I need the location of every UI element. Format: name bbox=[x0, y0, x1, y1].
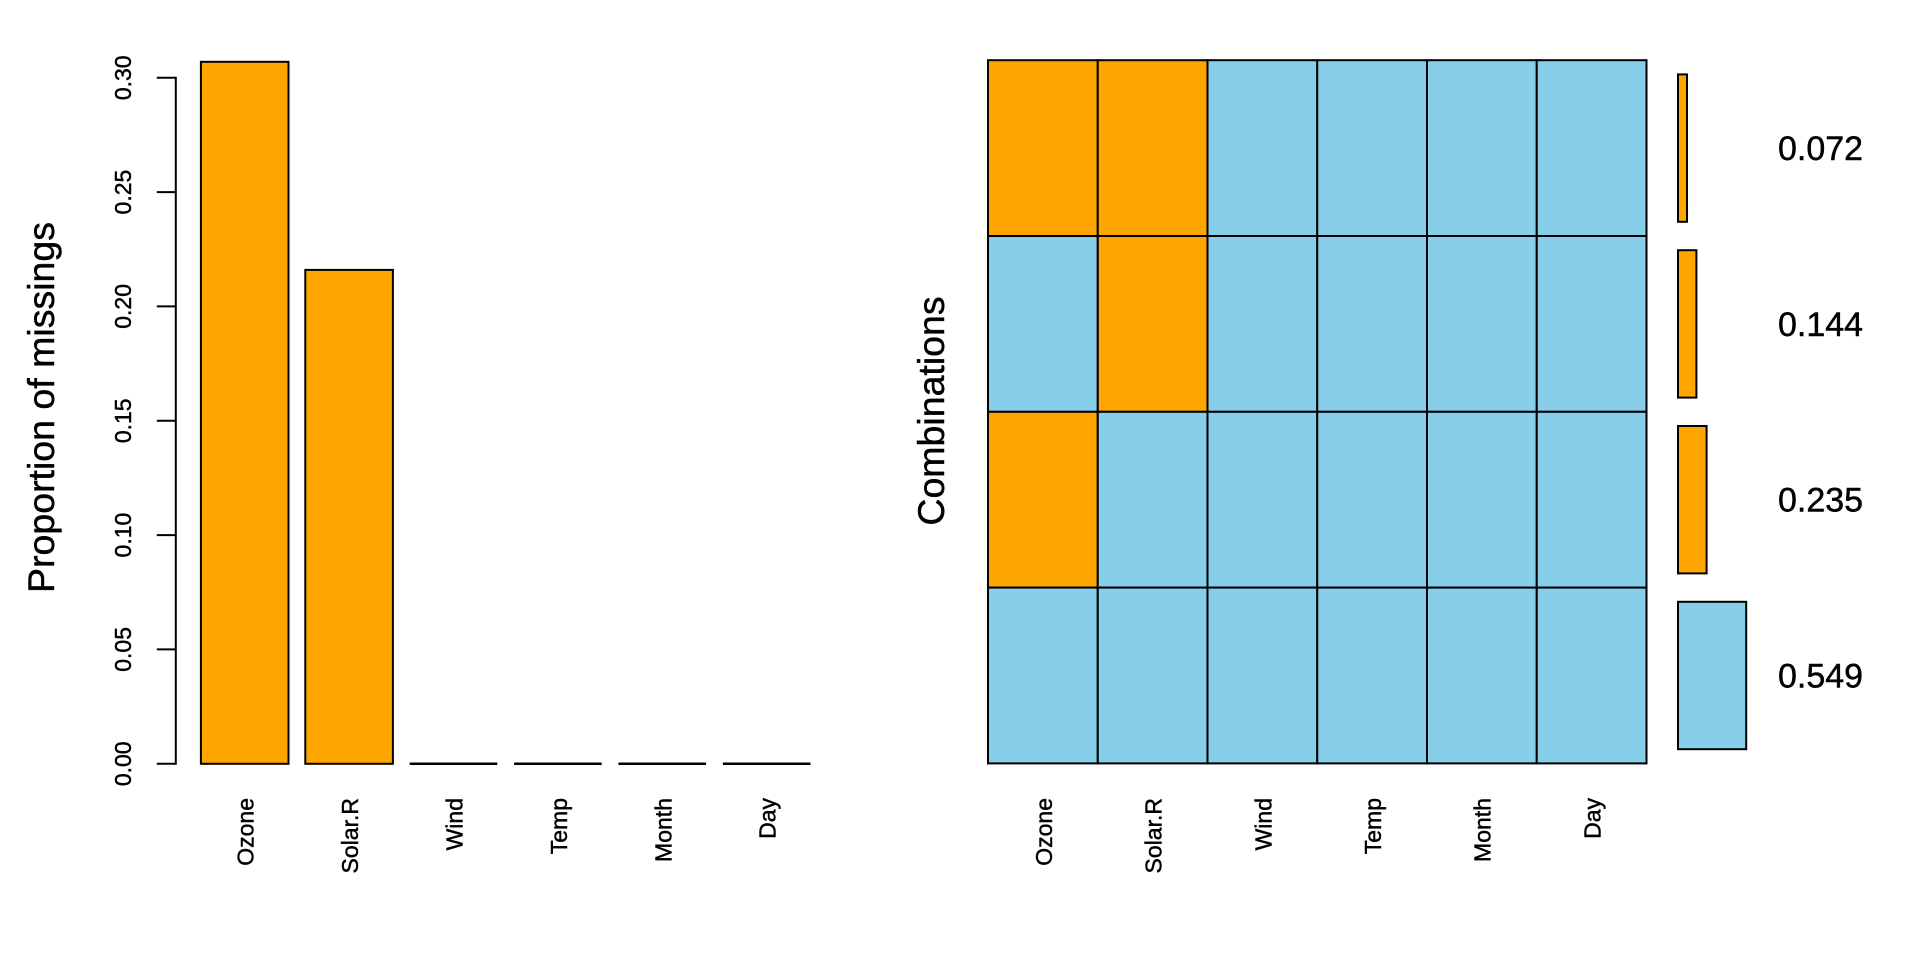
svg-text:Wind: Wind bbox=[442, 798, 468, 850]
svg-text:Temp: Temp bbox=[1360, 798, 1386, 854]
svg-text:0.549: 0.549 bbox=[1778, 658, 1863, 696]
svg-text:Day: Day bbox=[755, 798, 781, 839]
svg-text:0.10: 0.10 bbox=[110, 513, 136, 558]
svg-text:Proportion of missings: Proportion of missings bbox=[20, 222, 62, 593]
svg-text:Solar.R: Solar.R bbox=[1141, 798, 1167, 873]
svg-text:Day: Day bbox=[1579, 798, 1605, 839]
svg-text:Month: Month bbox=[650, 798, 676, 862]
svg-text:Ozone: Ozone bbox=[233, 798, 259, 866]
svg-text:Solar.R: Solar.R bbox=[337, 798, 363, 873]
svg-text:Wind: Wind bbox=[1250, 798, 1276, 850]
svg-text:0.20: 0.20 bbox=[110, 284, 136, 329]
svg-text:0.05: 0.05 bbox=[110, 627, 136, 672]
svg-text:Ozone: Ozone bbox=[1031, 798, 1057, 866]
svg-text:Combinations: Combinations bbox=[910, 296, 952, 525]
svg-text:Temp: Temp bbox=[546, 798, 572, 854]
svg-text:0.072: 0.072 bbox=[1778, 130, 1863, 168]
svg-text:0.00: 0.00 bbox=[110, 741, 136, 786]
svg-text:0.30: 0.30 bbox=[110, 55, 136, 100]
svg-text:0.144: 0.144 bbox=[1778, 306, 1863, 344]
svg-text:Month: Month bbox=[1470, 798, 1496, 862]
svg-text:0.25: 0.25 bbox=[110, 170, 136, 215]
svg-text:0.15: 0.15 bbox=[110, 398, 136, 443]
svg-text:0.235: 0.235 bbox=[1778, 482, 1863, 520]
